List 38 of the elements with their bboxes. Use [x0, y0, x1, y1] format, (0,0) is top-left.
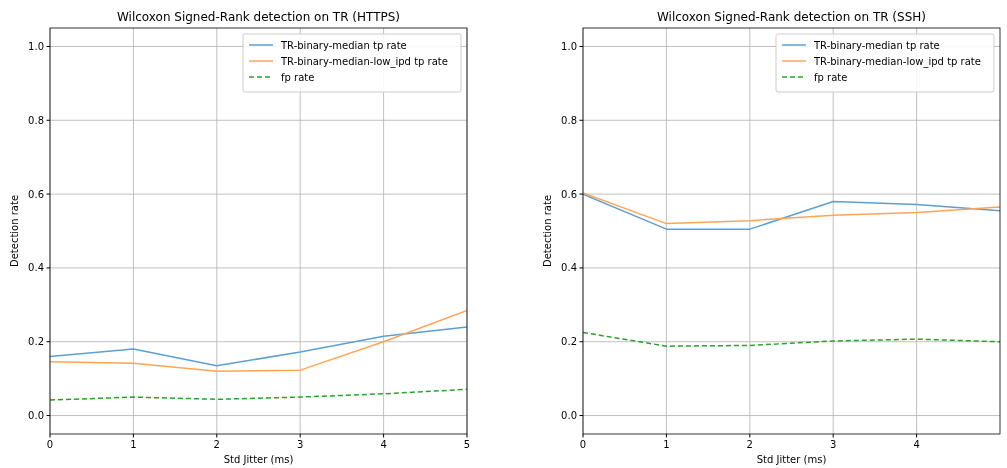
- x-tick-label: 1: [663, 439, 670, 450]
- x-axis-title: Std Jitter (ms): [756, 454, 827, 465]
- x-axis-title: Std Jitter (ms): [223, 454, 294, 465]
- legend-label: TR-binary-median tp rate: [813, 40, 940, 51]
- x-tick-label: 5: [463, 439, 471, 450]
- y-tick-label: 1.0: [28, 40, 44, 52]
- x-tick-label: 3: [830, 439, 837, 450]
- x-tick-label: 1: [130, 439, 137, 450]
- y-tick-label: 0.0: [561, 410, 577, 422]
- x-tick-label: 4: [380, 439, 387, 450]
- x-tick-label: 0: [46, 439, 54, 450]
- x-tick-label: 2: [213, 439, 220, 450]
- legend-label: fp rate: [281, 72, 315, 83]
- y-tick-label: 0.4: [561, 262, 577, 274]
- chart-title: Wilcoxon Signed-Rank detection on TR (HTTPS): [116, 10, 401, 24]
- x-tick-label: 0: [579, 439, 587, 450]
- y-tick-label: 0.0: [28, 410, 44, 422]
- legend-label: TR-binary-median-low_ipd tp rate: [813, 56, 981, 68]
- y-tick-label: 0.8: [28, 114, 44, 126]
- x-tick-label: 3: [297, 439, 304, 450]
- line-series: [583, 331, 1000, 347]
- y-tick-label: 1.0: [561, 40, 577, 52]
- y-tick-label: 0.8: [561, 114, 577, 126]
- y-axis-title: Detection rate: [542, 194, 553, 268]
- x-tick-label: 4: [913, 439, 920, 450]
- y-tick-label: 0.2: [561, 336, 577, 348]
- chart-title: Wilcoxon Signed-Rank detection on TR (SSH): [657, 10, 926, 24]
- line-series: [50, 309, 467, 373]
- y-tick-label: 0.6: [561, 188, 577, 200]
- legend-label: TR-binary-median tp rate: [280, 40, 407, 51]
- y-axis-title: Detection rate: [9, 194, 20, 268]
- y-tick-label: 0.2: [28, 336, 44, 348]
- line-series: [50, 326, 467, 367]
- y-tick-label: 0.6: [28, 188, 44, 200]
- y-tick-label: 0.4: [28, 262, 44, 274]
- legend-label: fp rate: [814, 72, 848, 83]
- x-tick-label: 2: [746, 439, 753, 450]
- legend-label: TR-binary-median-low_ipd tp rate: [280, 56, 448, 68]
